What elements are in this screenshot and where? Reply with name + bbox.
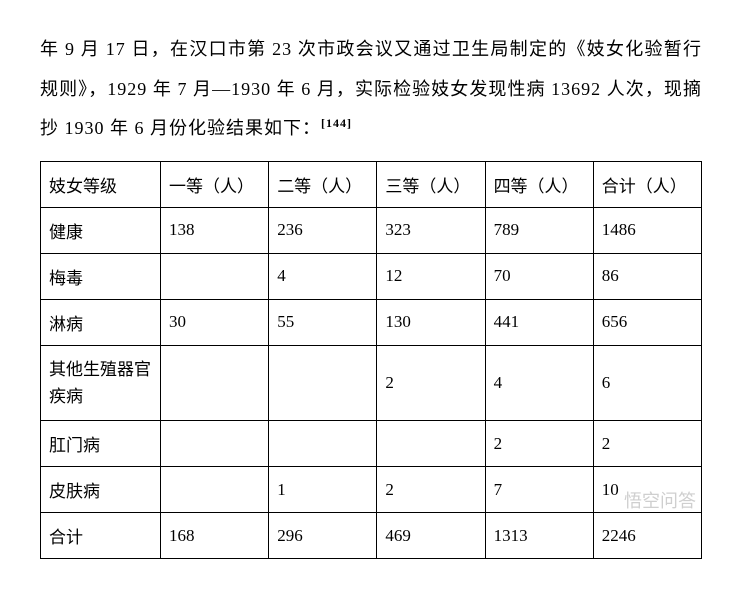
cell: 10 xyxy=(593,467,701,513)
row-label: 健康 xyxy=(41,207,161,253)
table-row: 皮肤病 1 2 7 10 xyxy=(41,467,702,513)
cell: 323 xyxy=(377,207,485,253)
col-header-0: 妓女等级 xyxy=(41,161,161,207)
cell: 70 xyxy=(485,253,593,299)
col-header-3: 三等（人） xyxy=(377,161,485,207)
cell xyxy=(161,421,269,467)
citation-marker: [144] xyxy=(321,116,352,130)
table-row: 健康 138 236 323 789 1486 xyxy=(41,207,702,253)
cell: 789 xyxy=(485,207,593,253)
cell: 130 xyxy=(377,299,485,345)
cell xyxy=(269,345,377,420)
cell xyxy=(269,421,377,467)
cell: 469 xyxy=(377,513,485,559)
cell: 2 xyxy=(377,467,485,513)
cell: 4 xyxy=(269,253,377,299)
paragraph-text: 年 9 月 17 日，在汉口市第 23 次市政会议又通过卫生局制定的《妓女化验暂… xyxy=(40,39,702,138)
cell: 2 xyxy=(377,345,485,420)
row-label: 淋病 xyxy=(41,299,161,345)
col-header-2: 二等（人） xyxy=(269,161,377,207)
cell: 296 xyxy=(269,513,377,559)
cell: 7 xyxy=(485,467,593,513)
cell xyxy=(161,467,269,513)
cell: 2 xyxy=(593,421,701,467)
cell: 2246 xyxy=(593,513,701,559)
cell: 1 xyxy=(269,467,377,513)
intro-paragraph: 年 9 月 17 日，在汉口市第 23 次市政会议又通过卫生局制定的《妓女化验暂… xyxy=(40,30,702,149)
cell xyxy=(161,345,269,420)
cell: 4 xyxy=(485,345,593,420)
table-row: 淋病 30 55 130 441 656 xyxy=(41,299,702,345)
table-header-row: 妓女等级 一等（人） 二等（人） 三等（人） 四等（人） 合计（人） xyxy=(41,161,702,207)
col-header-5: 合计（人） xyxy=(593,161,701,207)
cell xyxy=(161,253,269,299)
table-row: 其他生殖器官疾病 2 4 6 xyxy=(41,345,702,420)
cell: 86 xyxy=(593,253,701,299)
data-table: 妓女等级 一等（人） 二等（人） 三等（人） 四等（人） 合计（人） 健康 13… xyxy=(40,161,702,559)
cell: 236 xyxy=(269,207,377,253)
cell: 12 xyxy=(377,253,485,299)
cell: 168 xyxy=(161,513,269,559)
table-row: 合计 168 296 469 1313 2246 xyxy=(41,513,702,559)
col-header-4: 四等（人） xyxy=(485,161,593,207)
table-row: 梅毒 4 12 70 86 xyxy=(41,253,702,299)
row-label: 合计 xyxy=(41,513,161,559)
row-label: 皮肤病 xyxy=(41,467,161,513)
cell: 441 xyxy=(485,299,593,345)
cell: 55 xyxy=(269,299,377,345)
table-row: 肛门病 2 2 xyxy=(41,421,702,467)
cell: 1313 xyxy=(485,513,593,559)
cell: 6 xyxy=(593,345,701,420)
cell: 30 xyxy=(161,299,269,345)
cell: 2 xyxy=(485,421,593,467)
row-label: 肛门病 xyxy=(41,421,161,467)
cell: 656 xyxy=(593,299,701,345)
cell: 1486 xyxy=(593,207,701,253)
col-header-1: 一等（人） xyxy=(161,161,269,207)
row-label: 其他生殖器官疾病 xyxy=(41,345,161,420)
cell xyxy=(377,421,485,467)
cell: 138 xyxy=(161,207,269,253)
row-label: 梅毒 xyxy=(41,253,161,299)
